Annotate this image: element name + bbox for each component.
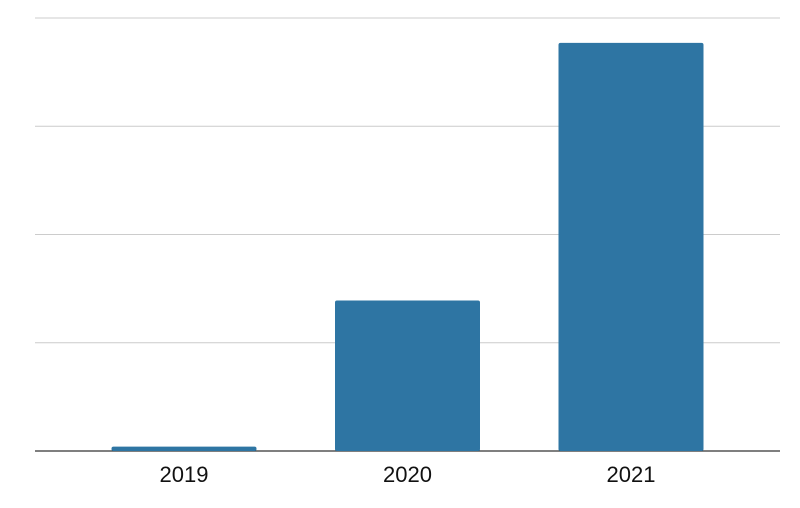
x-tick-label: 2020 <box>383 462 432 487</box>
bar <box>111 446 257 451</box>
x-tick-label: 2021 <box>607 462 656 487</box>
x-tick-label: 2019 <box>160 462 209 487</box>
bar <box>558 42 704 452</box>
bar <box>335 300 480 451</box>
